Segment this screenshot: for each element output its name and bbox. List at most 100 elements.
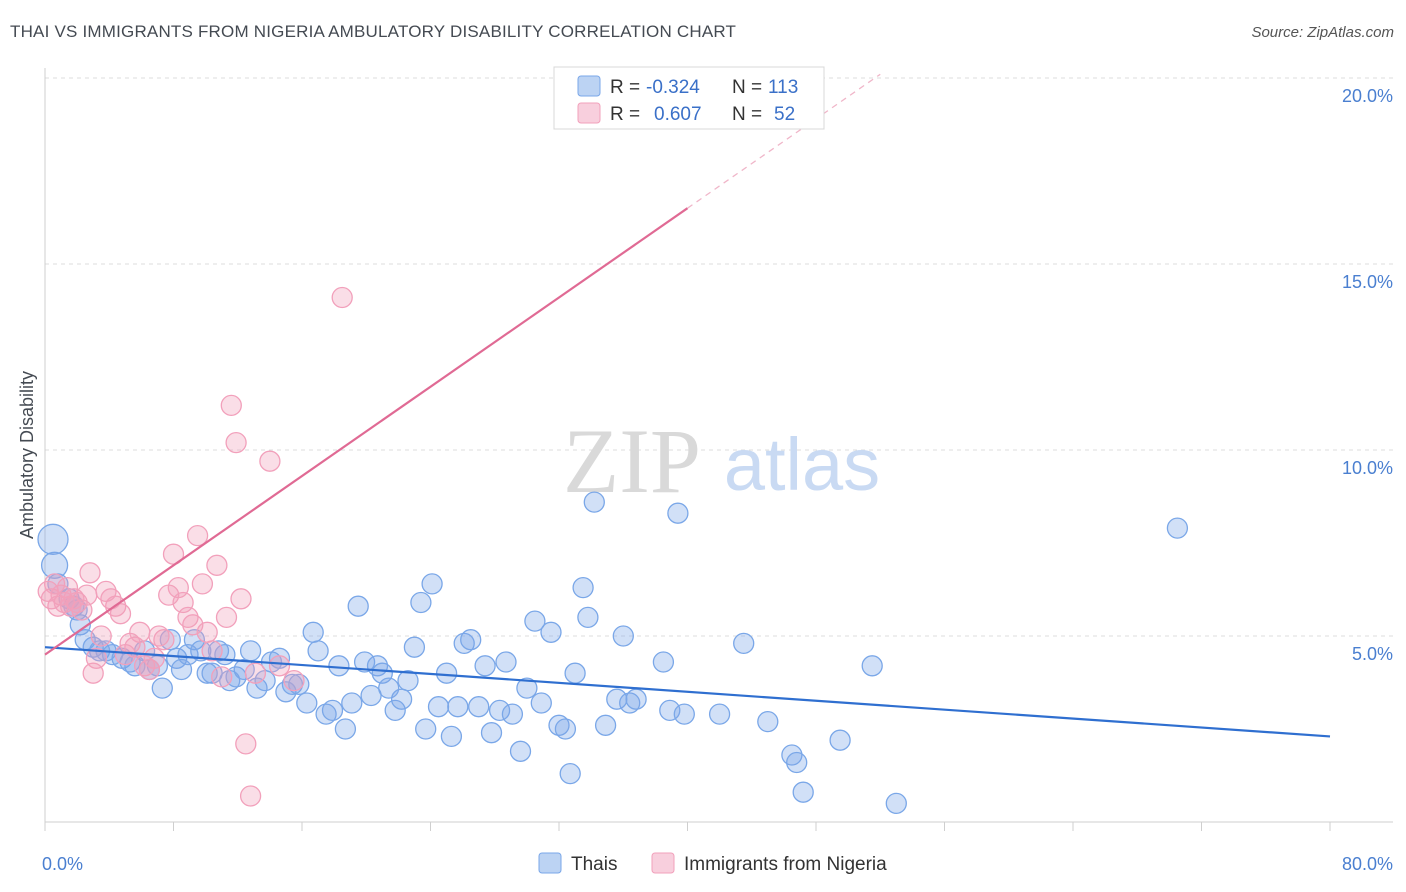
y-axis-label: Ambulatory Disability xyxy=(17,371,37,539)
data-points xyxy=(37,286,1189,815)
thais-point xyxy=(159,629,181,651)
thais-point xyxy=(594,714,617,736)
thais-point xyxy=(612,625,634,647)
thais-point xyxy=(427,696,450,718)
watermark: ZIP atlas xyxy=(563,410,880,512)
nigeria-point xyxy=(268,655,291,677)
legend-n-value-nigeria: 52 xyxy=(774,104,795,125)
thais-point xyxy=(554,718,577,740)
thais-point xyxy=(488,699,511,722)
thais-point xyxy=(151,677,173,699)
thais-point xyxy=(757,710,779,733)
watermark-zip: ZIP xyxy=(563,410,701,512)
thais-point xyxy=(530,692,552,714)
y-tick-label-2: 15.0% xyxy=(1342,272,1393,292)
nigeria-trend-line xyxy=(44,207,689,656)
legend-r-label-nigeria: R = xyxy=(610,104,640,125)
legend-r-value-nigeria: 0.607 xyxy=(654,104,702,125)
y-tick-label-1: 10.0% xyxy=(1342,458,1393,478)
nigeria-point xyxy=(153,629,175,651)
legend-bottom-label-nigeria: Immigrants from Nigeria xyxy=(684,854,887,875)
legend-swatch-nigeria xyxy=(577,102,601,124)
chart-source: Source: ZipAtlas.com xyxy=(1251,24,1394,41)
legend-n-label-thais: N = xyxy=(732,77,762,98)
thais-point xyxy=(583,491,605,513)
thais-point xyxy=(447,696,469,718)
thais-point xyxy=(524,610,546,632)
nigeria-point xyxy=(259,450,281,472)
nigeria-point xyxy=(85,647,108,669)
thais-point xyxy=(233,658,255,681)
thais-point xyxy=(296,692,318,714)
chart-title: THAI VS IMMIGRANTS FROM NIGERIA AMBULATO… xyxy=(10,22,737,41)
nigeria-point xyxy=(63,588,85,610)
thais-point xyxy=(495,651,517,673)
legend-n-label-nigeria: N = xyxy=(732,104,762,125)
nigeria-point xyxy=(43,573,66,595)
legend-bottom-swatch-thais xyxy=(538,852,562,874)
thais-point xyxy=(786,751,808,774)
nigeria-point xyxy=(206,554,228,576)
thais-point xyxy=(307,640,329,662)
nigeria-point xyxy=(109,603,132,625)
nigeria-point xyxy=(191,573,214,595)
thais-point xyxy=(708,703,731,725)
nigeria-point xyxy=(138,658,161,681)
thais-point xyxy=(190,640,212,662)
thais-point xyxy=(415,718,437,740)
legend-bottom-label-thais: Thais xyxy=(571,854,617,875)
watermark-atlas: atlas xyxy=(724,423,880,506)
nigeria-point xyxy=(90,625,112,647)
thais-point xyxy=(572,576,594,599)
legend-r-label-thais: R = xyxy=(610,77,640,98)
legend-n-value-thais: 113 xyxy=(768,77,798,98)
nigeria-point xyxy=(79,562,101,584)
thais-point xyxy=(421,573,443,595)
thais-point xyxy=(667,502,689,524)
thais-point xyxy=(516,677,538,699)
thais-point xyxy=(1166,517,1189,539)
thais-point xyxy=(207,640,230,662)
thais-trend-line xyxy=(44,646,1331,738)
nigeria-point xyxy=(76,584,98,606)
thais-point xyxy=(625,688,647,710)
legend-bottom: Thais Immigrants from Nigeria xyxy=(538,852,887,875)
thais-point xyxy=(334,718,357,740)
thais-point xyxy=(548,714,570,736)
nigeria-point xyxy=(143,647,165,669)
thais-point xyxy=(410,591,432,614)
thais-point xyxy=(390,688,413,710)
thais-point xyxy=(829,729,851,751)
x-tick-label-1: 80.0% xyxy=(1342,854,1393,874)
x-tick-label-0: 0.0% xyxy=(42,854,83,874)
nigeria-point xyxy=(211,666,233,688)
y-tick-label-3: 20.0% xyxy=(1342,86,1393,106)
thais-point xyxy=(673,703,695,725)
nigeria-point xyxy=(244,662,267,684)
thais-point xyxy=(733,632,755,655)
thais-point xyxy=(397,669,419,692)
thais-point xyxy=(474,655,496,677)
thais-point xyxy=(40,551,69,579)
thais-point xyxy=(559,762,581,785)
thais-point xyxy=(341,692,363,714)
thais-point xyxy=(468,696,490,718)
nigeria-point xyxy=(186,524,209,547)
thais-point xyxy=(315,703,337,725)
thais-point xyxy=(652,651,675,673)
nigeria-point xyxy=(196,621,218,643)
nigeria-point xyxy=(220,394,242,417)
thais-point xyxy=(440,725,463,748)
thais-point xyxy=(321,699,344,722)
nigeria-point xyxy=(331,286,353,309)
gridlines xyxy=(45,77,1393,637)
nigeria-point xyxy=(56,576,79,599)
nigeria-point xyxy=(283,669,305,692)
nigeria-point xyxy=(235,733,257,755)
thais-point xyxy=(564,662,586,684)
legend-swatch-thais xyxy=(577,75,601,97)
thais-point xyxy=(619,692,641,714)
tick-labels: 5.0% 10.0% 15.0% 20.0% 0.0% 80.0% xyxy=(42,86,1393,874)
nigeria-point xyxy=(215,606,238,629)
thais-point xyxy=(302,621,324,643)
